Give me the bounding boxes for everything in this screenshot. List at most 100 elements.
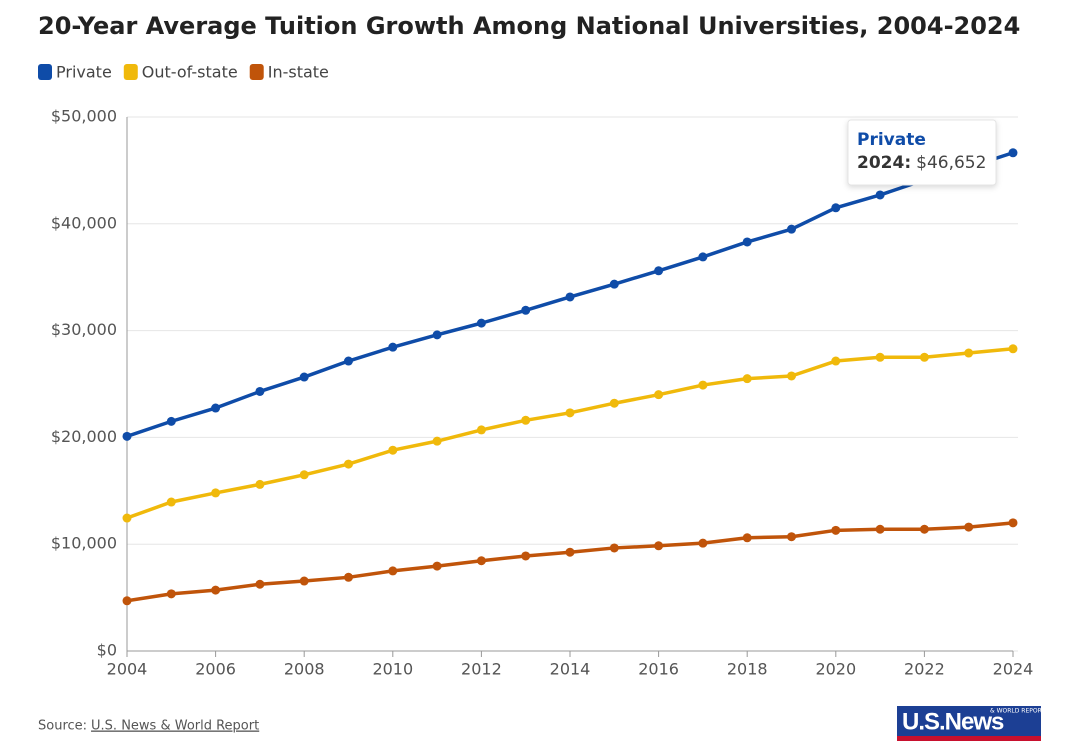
series-point xyxy=(875,524,885,534)
series-point xyxy=(476,556,486,566)
series-point xyxy=(698,252,708,262)
y-tick-label: $20,000 xyxy=(51,427,117,446)
series-point xyxy=(831,203,841,213)
logo: U.S.News & WORLD REPORT xyxy=(897,706,1045,741)
tooltip-box xyxy=(847,119,997,186)
x-tick-label: 2010 xyxy=(372,660,413,679)
series-point xyxy=(211,488,221,498)
series-point xyxy=(299,372,309,382)
source-link[interactable]: U.S. News & World Report xyxy=(91,719,259,734)
series-point xyxy=(255,479,265,489)
series-point xyxy=(122,596,132,606)
series-point xyxy=(875,190,885,200)
series-point xyxy=(654,266,664,276)
series-point xyxy=(787,371,796,381)
series-point xyxy=(831,525,841,535)
series-point xyxy=(1008,148,1018,158)
series-point xyxy=(255,386,265,396)
y-tick-label: $0 xyxy=(97,641,117,660)
legend-swatch xyxy=(38,64,52,80)
series-point xyxy=(122,431,132,441)
series-point xyxy=(1008,518,1018,528)
series-point xyxy=(742,237,752,247)
series-point xyxy=(432,330,442,340)
series-point xyxy=(166,589,176,599)
series-point xyxy=(388,342,398,352)
series-point xyxy=(609,279,619,289)
x-tick-label: 2004 xyxy=(107,660,148,679)
series-point xyxy=(742,533,752,543)
legend-swatch xyxy=(123,64,138,80)
series-point xyxy=(211,585,221,595)
x-tick-label: 2024 xyxy=(993,660,1034,679)
plot: $0 $10,000 $20,000 $30,000 $40,000 $50,000 200… xyxy=(51,107,1034,679)
logo-text: U.S.News xyxy=(902,708,1004,735)
x-tick-label: 2012 xyxy=(461,660,502,679)
y-tick-label: $10,000 xyxy=(51,534,117,553)
series-point xyxy=(299,470,309,480)
logo-bg xyxy=(897,706,1041,736)
series-point xyxy=(609,543,619,553)
series-line xyxy=(126,521,1014,603)
tooltip-series: Private xyxy=(857,130,926,150)
legend-label: Private xyxy=(56,63,112,82)
legend-label: Out-of-state xyxy=(142,63,238,82)
x-tick-label: 2016 xyxy=(638,660,679,679)
series-point xyxy=(565,547,575,557)
x-tick-label: 2022 xyxy=(904,660,945,679)
series-point xyxy=(964,522,974,532)
series-point xyxy=(1008,344,1018,354)
series-point xyxy=(654,541,664,551)
series-point xyxy=(344,572,353,582)
series-point xyxy=(831,356,841,366)
series-line xyxy=(126,347,1014,520)
series-point xyxy=(432,436,442,446)
series-point xyxy=(166,416,176,426)
tooltip: Private 2024: $46,652 xyxy=(847,119,997,186)
x-tick-label: 2018 xyxy=(727,660,768,679)
series-point xyxy=(344,356,353,366)
series-point xyxy=(388,445,398,455)
series-point xyxy=(432,561,442,571)
x-tick-label: 2014 xyxy=(550,660,591,679)
tooltip-label: 2024: xyxy=(857,153,911,173)
series-point xyxy=(698,380,708,390)
series-point xyxy=(255,579,265,589)
series-point xyxy=(919,352,929,362)
series-point xyxy=(388,566,398,576)
y-tick-label: $50,000 xyxy=(51,107,117,126)
series-point xyxy=(964,348,974,358)
series-point xyxy=(787,532,796,542)
series-point xyxy=(654,390,664,400)
series-point xyxy=(698,538,708,548)
series-point xyxy=(875,352,885,362)
legend-label: In-state xyxy=(268,63,329,82)
y-tick-label: $40,000 xyxy=(51,213,117,232)
x-tick-label: 2006 xyxy=(195,660,236,679)
legend-swatch xyxy=(249,64,264,80)
series-point xyxy=(787,224,796,234)
series-point xyxy=(344,459,353,469)
series-point xyxy=(476,425,486,435)
series-point xyxy=(742,374,752,384)
series-point xyxy=(521,415,531,425)
series-point xyxy=(521,305,531,315)
series-point xyxy=(166,497,176,507)
series-point xyxy=(476,318,486,328)
x-tick-label: 2020 xyxy=(815,660,856,679)
y-tick-label: $30,000 xyxy=(51,320,117,339)
series-point xyxy=(299,576,309,586)
series-point xyxy=(565,408,575,418)
series-point xyxy=(609,398,619,408)
logo-subtext: & WORLD REPORT xyxy=(990,708,1045,715)
chart-title: 20-Year Average Tuition Growth Among Nat… xyxy=(38,12,1020,40)
logo-stripe xyxy=(897,736,1041,741)
x-tick-label: 2008 xyxy=(284,660,325,679)
legend: Private Out-of-state In-state xyxy=(38,63,329,82)
series-point xyxy=(521,551,531,561)
series-point xyxy=(565,292,575,302)
series-point xyxy=(919,524,929,534)
source-label: Source: xyxy=(38,719,87,734)
series-point xyxy=(211,403,221,413)
